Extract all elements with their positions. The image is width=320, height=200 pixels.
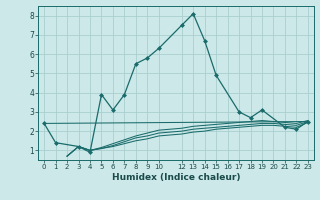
X-axis label: Humidex (Indice chaleur): Humidex (Indice chaleur) xyxy=(112,173,240,182)
